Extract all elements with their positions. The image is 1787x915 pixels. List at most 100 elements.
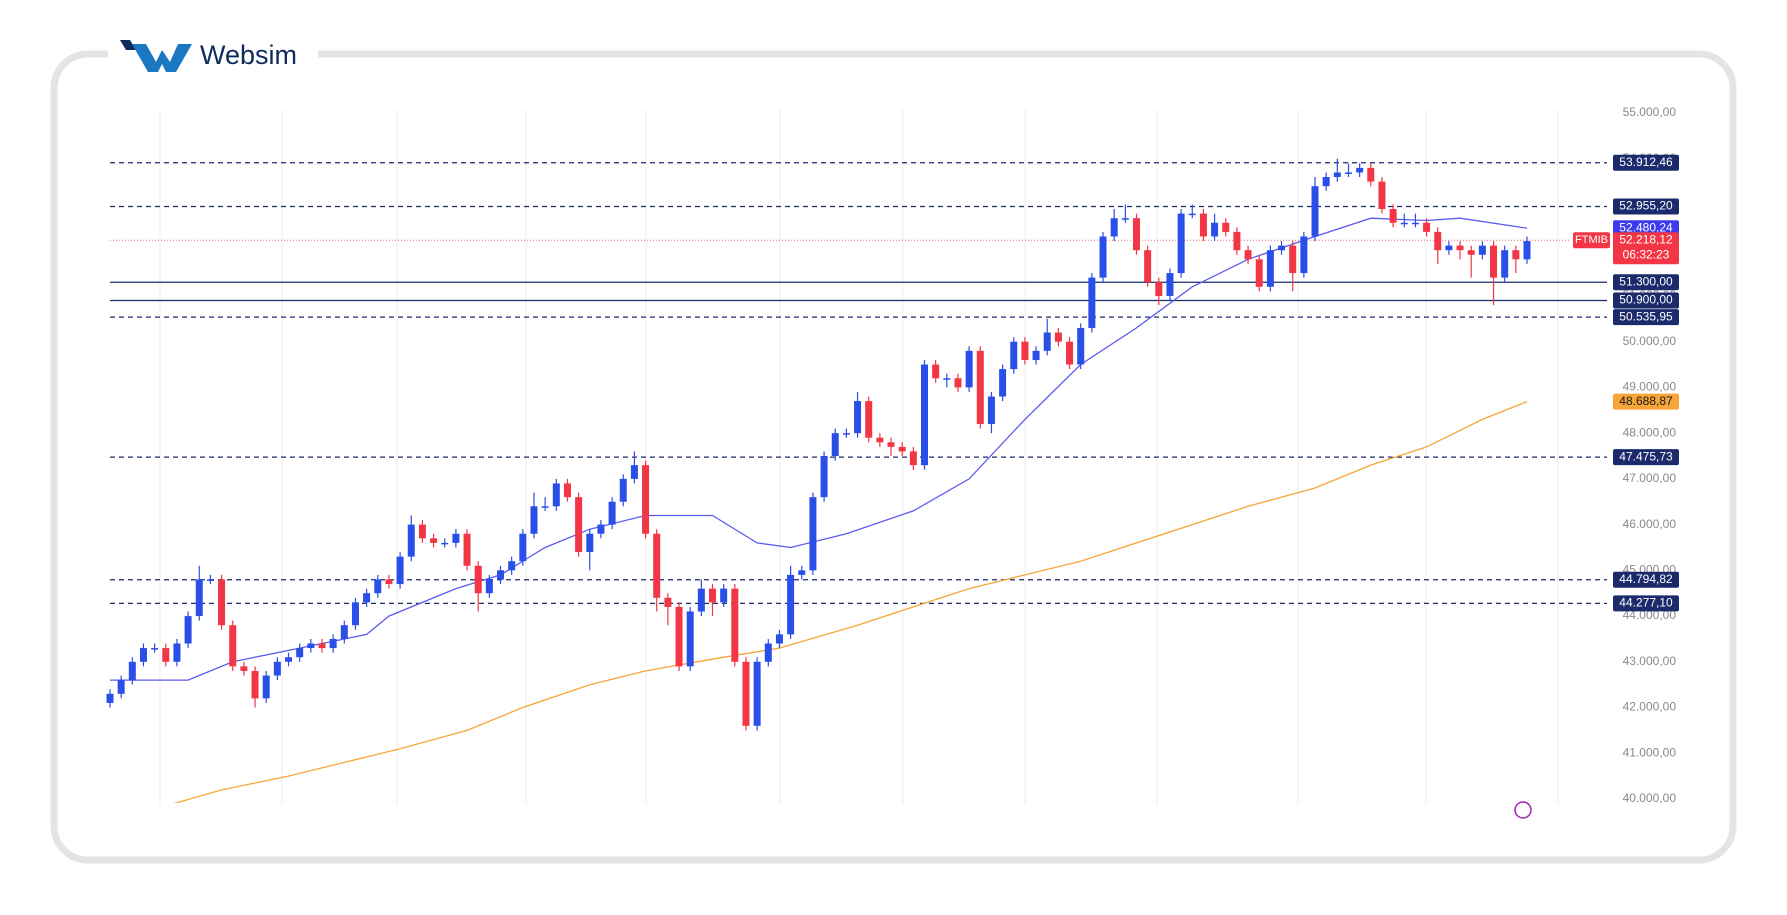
- candle-body: [1211, 222, 1219, 237]
- candle-body: [1010, 341, 1018, 370]
- candle-body: [597, 524, 605, 534]
- candle-body: [1132, 218, 1140, 251]
- candle-body: [1344, 172, 1352, 174]
- y-tick-label: 55.000,00: [1623, 105, 1677, 119]
- candle-body: [1077, 327, 1085, 365]
- candle-body: [1177, 213, 1185, 274]
- candle-body: [430, 538, 438, 543]
- candle-body: [731, 588, 739, 662]
- ma-label: 48.688,87: [1619, 394, 1673, 408]
- candle-body: [139, 648, 147, 662]
- candle-body: [1021, 341, 1029, 360]
- candle-body: [630, 465, 638, 479]
- ma-label: 52.480,24: [1619, 220, 1673, 234]
- candle-body: [296, 648, 304, 658]
- candle-body: [1188, 213, 1196, 216]
- candle-body: [575, 497, 583, 553]
- candle-body: [720, 588, 728, 603]
- candle-body: [842, 433, 850, 435]
- candle-body: [508, 561, 516, 571]
- candle-body: [742, 661, 750, 726]
- candle-body: [385, 579, 393, 585]
- logo-mark: [120, 40, 136, 50]
- candle-body: [876, 437, 884, 443]
- level-label: 50.900,00: [1619, 293, 1673, 307]
- candle-body: [441, 542, 449, 545]
- candle-body: [608, 501, 616, 525]
- candle-body: [686, 611, 694, 667]
- candle-body: [1255, 259, 1263, 287]
- candle-body: [887, 442, 895, 447]
- candle-body: [374, 579, 382, 594]
- candle-body: [1389, 209, 1397, 223]
- candle-body: [1490, 245, 1498, 278]
- candle-body: [1378, 181, 1386, 210]
- candle-body: [195, 579, 203, 617]
- level-label-box: [1613, 198, 1679, 215]
- candle-body: [965, 350, 973, 388]
- candle-body: [909, 451, 917, 466]
- candle-body: [1278, 245, 1286, 251]
- candle-body: [932, 364, 940, 379]
- candle-body: [642, 465, 650, 534]
- level-label-box: [1613, 571, 1679, 588]
- level-label: 51.300,00: [1619, 274, 1673, 288]
- y-tick-label: 41.000,00: [1623, 745, 1677, 759]
- candle-body: [407, 524, 415, 557]
- moving-average: [173, 400, 1528, 803]
- candle-body: [920, 364, 928, 466]
- candle-body: [1266, 250, 1274, 287]
- candle-body: [363, 593, 371, 603]
- y-tick-label: 48.000,00: [1623, 425, 1677, 439]
- candle-body: [128, 661, 136, 681]
- candle-body: [318, 643, 326, 649]
- candle-body: [1066, 341, 1074, 365]
- candle-body: [1300, 236, 1308, 274]
- logo[interactable]: Websim: [120, 40, 297, 72]
- plot: [106, 158, 1607, 803]
- y-tick-label: 50.000,00: [1623, 334, 1677, 348]
- candle-body: [418, 524, 426, 539]
- candle-body: [820, 456, 828, 498]
- candle-body: [898, 446, 906, 452]
- symbol-tag-box: [1573, 232, 1610, 249]
- candle-body: [329, 638, 337, 649]
- level-label-box: [1613, 154, 1679, 171]
- candle-body: [586, 533, 594, 553]
- candle-body: [1199, 213, 1207, 237]
- candle-body: [1222, 222, 1230, 232]
- candle-body: [1244, 250, 1252, 260]
- level-label-box: [1613, 309, 1679, 326]
- candle-body: [798, 570, 806, 575]
- candle-body: [943, 378, 951, 380]
- candle-body: [775, 634, 783, 644]
- candle-body: [1411, 222, 1419, 225]
- y-tick-label: 49.000,00: [1623, 380, 1677, 394]
- candle-body: [653, 533, 661, 598]
- candle-body: [452, 533, 460, 543]
- candle-body: [1322, 177, 1330, 187]
- candle-body: [1289, 245, 1297, 274]
- candle-body: [552, 483, 560, 507]
- candle-body: [463, 533, 471, 566]
- y-tick-label: 44.000,00: [1623, 608, 1677, 622]
- candle-body: [764, 643, 772, 662]
- candle-body: [218, 579, 226, 626]
- level-label: 53.912,46: [1619, 155, 1673, 169]
- candle-body: [1333, 172, 1341, 178]
- candle-body: [831, 433, 839, 456]
- candle-body: [563, 483, 571, 498]
- candle-body: [396, 556, 404, 585]
- candle-body: [675, 606, 683, 667]
- indicator-icon[interactable]: [1514, 801, 1532, 819]
- candle-body: [1166, 273, 1174, 296]
- candle-body: [1512, 250, 1520, 260]
- y-tick-label: 43.000,00: [1623, 654, 1677, 668]
- symbol-tag: FTMIB: [1575, 234, 1608, 246]
- candle-body: [1233, 231, 1241, 251]
- candle-body: [1356, 167, 1364, 173]
- last-price-label-box: [1613, 232, 1679, 265]
- candle-body: [117, 680, 125, 694]
- candle-body: [1099, 236, 1107, 278]
- candle-body: [485, 579, 493, 594]
